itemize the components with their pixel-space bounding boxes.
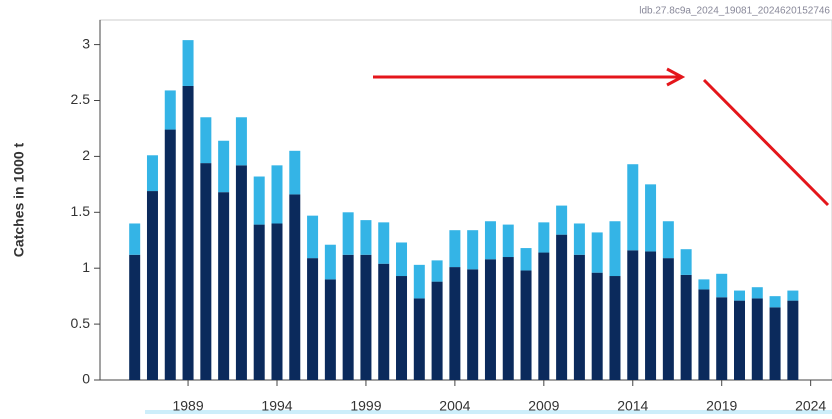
bar-segment — [235, 117, 247, 166]
bar-segment — [502, 257, 514, 380]
bar-segment — [164, 90, 176, 130]
y-tick-label: 2.5 — [71, 91, 91, 107]
bar-segment — [538, 222, 550, 253]
bar-segment — [645, 184, 657, 252]
bar-segment — [431, 260, 443, 282]
bar-segment — [716, 297, 728, 380]
bar-segment — [342, 254, 354, 380]
bar-segment — [645, 251, 657, 380]
y-tick-label: 0 — [82, 371, 90, 387]
x-tick-label: 2024 — [795, 398, 826, 414]
bar-segment — [360, 220, 372, 255]
bar-segment — [662, 258, 674, 380]
source-label: ldb.27.8c9a_2024_19081_2024620152746 — [639, 6, 830, 17]
bar-segment — [591, 232, 603, 273]
bar-segment — [378, 222, 390, 264]
arrow — [702, 78, 830, 207]
y-tick-label: 1.5 — [71, 203, 91, 219]
y-tick-label: 1 — [82, 259, 90, 275]
annotation-arrows — [373, 67, 830, 207]
bar-segment — [307, 215, 319, 259]
bar-segment — [289, 150, 301, 195]
bar-segment — [413, 298, 425, 380]
bar-segment — [680, 274, 692, 380]
y-tick-label: 3 — [82, 35, 90, 51]
decor-strip — [145, 410, 832, 414]
bar-segment — [431, 281, 443, 380]
bar-segment — [467, 230, 479, 270]
y-tick-label: 0.5 — [71, 315, 91, 331]
bar-segment — [413, 264, 425, 299]
bar-segment — [253, 176, 265, 225]
bar-segment — [146, 155, 158, 192]
bar-segment — [253, 224, 265, 380]
bar-segment — [200, 117, 212, 164]
bar-segment — [769, 296, 781, 308]
bar-segment — [218, 192, 230, 380]
bar-segment — [324, 279, 336, 380]
bar-segment — [698, 279, 710, 290]
bar-segment — [769, 307, 781, 380]
bar-segment — [289, 194, 301, 380]
bar-segment — [164, 129, 176, 380]
x-tick-label: 2009 — [528, 398, 559, 414]
bar-segment — [733, 290, 745, 301]
x-tick-label: 1999 — [350, 398, 381, 414]
bar-segment — [235, 165, 247, 380]
bar-segment — [182, 85, 194, 380]
bar-segment — [324, 244, 336, 280]
bar-segment — [182, 40, 194, 86]
bar-segment — [396, 242, 408, 277]
bar-segment — [733, 300, 745, 380]
bar-segment — [218, 140, 230, 193]
x-tick-label: 2014 — [617, 398, 648, 414]
bar-segment — [342, 212, 354, 255]
bar-segment — [627, 250, 639, 380]
bar-segment — [609, 221, 621, 277]
bar-segment — [787, 290, 799, 301]
bar-segment — [591, 272, 603, 380]
bar-segment — [680, 249, 692, 275]
bar-segment — [449, 267, 461, 380]
bar-segment — [556, 234, 568, 380]
bar-segment — [360, 254, 372, 380]
bar-segment — [716, 273, 728, 298]
bar-segment — [129, 223, 141, 255]
bar-segment — [484, 221, 496, 260]
y-axis-label: Catches in 1000 t — [11, 142, 27, 257]
bar-segment — [378, 263, 390, 380]
bar-segment — [520, 248, 532, 271]
bar-segment — [484, 259, 496, 380]
y-tick-label: 2 — [82, 147, 90, 163]
bar-segment — [698, 289, 710, 380]
bar-segment — [520, 270, 532, 380]
x-tick-label: 1989 — [172, 398, 203, 414]
bar-segment — [271, 223, 283, 380]
arrowhead — [666, 67, 686, 87]
bar-segment — [662, 221, 674, 259]
bar-segment — [538, 252, 550, 380]
bar-segment — [573, 254, 585, 380]
bar-segment — [751, 287, 763, 299]
bar-segment — [573, 223, 585, 255]
bar-segment — [556, 205, 568, 235]
bar-segment — [307, 258, 319, 380]
x-tick-label: 2004 — [439, 398, 470, 414]
bar-segment — [146, 191, 158, 380]
bar-segment — [396, 276, 408, 380]
bar-segment — [609, 276, 621, 380]
x-tick-label: 2019 — [706, 398, 737, 414]
bar-segment — [200, 163, 212, 380]
bar-segment — [502, 224, 514, 258]
bar-segment — [787, 300, 799, 380]
bar-segment — [449, 230, 461, 268]
bar-segment — [467, 269, 479, 380]
x-tick-label: 1994 — [261, 398, 292, 414]
bar-segment — [129, 254, 141, 380]
bar-segment — [751, 298, 763, 380]
bar-segment — [271, 165, 283, 224]
bar-segment — [627, 164, 639, 251]
